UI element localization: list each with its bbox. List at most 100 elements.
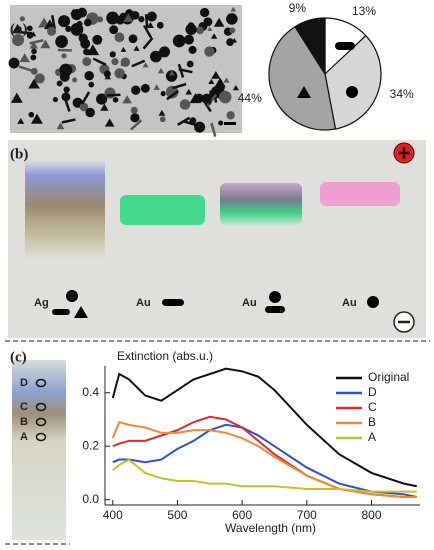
- particle: [34, 73, 45, 84]
- particle: [63, 86, 70, 93]
- particle: [131, 59, 146, 68]
- particle: [208, 90, 212, 105]
- pie-slice: [294, 17, 326, 77]
- particle: [44, 19, 56, 30]
- particle: [56, 80, 63, 87]
- particle: [97, 16, 104, 23]
- particle: [111, 58, 119, 66]
- particle: [219, 85, 225, 91]
- particle: [83, 18, 92, 27]
- triangle-icon: [297, 86, 311, 98]
- particle: [123, 13, 134, 22]
- particle: [120, 46, 127, 52]
- particle: [86, 44, 100, 56]
- line-chart: 0.0 0.2 0.4 400 500 600 700 800 Extinction (abs.…: [82, 349, 420, 535]
- particle: [204, 46, 215, 57]
- particle: [26, 32, 34, 39]
- legend-label: B: [368, 415, 376, 429]
- particle: [156, 21, 164, 29]
- particle: [130, 119, 143, 131]
- particle: [10, 92, 23, 103]
- particle: [182, 119, 197, 127]
- particle: [194, 121, 206, 133]
- particle: [189, 93, 202, 104]
- particle: [80, 38, 91, 49]
- particle: [76, 20, 83, 27]
- particle: [65, 25, 72, 33]
- particle: [140, 83, 150, 93]
- y-tick-label: 0.0: [82, 492, 99, 506]
- particle: [185, 88, 193, 95]
- particle: [28, 78, 40, 89]
- particle: [30, 54, 37, 61]
- strip-marker: [35, 378, 47, 388]
- particle: [133, 45, 140, 51]
- particle: [210, 122, 217, 137]
- legend-label: Original: [368, 370, 409, 384]
- particle: [71, 9, 83, 21]
- panel-label: (b): [10, 146, 28, 162]
- particle: [130, 106, 138, 114]
- series-line: [111, 367, 417, 488]
- particle: [226, 38, 235, 47]
- particle: [201, 99, 212, 113]
- particle: [30, 113, 43, 124]
- particle: [188, 45, 197, 54]
- x-tick-label: 800: [361, 508, 381, 522]
- particle: [165, 85, 179, 99]
- particle: [158, 109, 166, 116]
- particle: [159, 46, 170, 58]
- particle: [28, 111, 35, 118]
- particle: [11, 23, 24, 34]
- particle: [72, 77, 78, 83]
- x-axis-label: Wavelength (nm): [225, 521, 316, 535]
- particle: [109, 51, 116, 58]
- particle: [106, 93, 121, 97]
- strip-marker: [35, 432, 47, 442]
- lane-label: Au: [242, 297, 257, 309]
- pie-label: 13%: [352, 4, 376, 18]
- particle: [96, 93, 108, 105]
- strip-label: D: [20, 377, 28, 389]
- rod-icon: [335, 42, 355, 50]
- particle: [178, 68, 193, 74]
- particle: [130, 113, 140, 123]
- particle: [114, 68, 125, 79]
- sphere-icon: [66, 290, 78, 302]
- pie: 13% 34% 44% 9%: [238, 1, 414, 131]
- particle: [208, 78, 215, 85]
- particle: [104, 118, 115, 127]
- particle: [230, 6, 237, 12]
- particle: [210, 33, 218, 39]
- particle: [168, 70, 175, 76]
- particle: [29, 41, 39, 49]
- particle: [203, 17, 213, 27]
- particle: [47, 26, 57, 36]
- legend-label: C: [368, 400, 377, 414]
- x-tick-label: 700: [297, 508, 317, 522]
- particle: [19, 53, 30, 63]
- particle: [226, 13, 238, 25]
- lane-label: Ag: [34, 297, 49, 309]
- particle: [213, 17, 225, 27]
- particle: [40, 39, 51, 49]
- particle: [138, 16, 145, 23]
- particle: [150, 50, 162, 63]
- particle: [120, 57, 131, 67]
- panel-label: (a): [10, 21, 28, 37]
- particle: [61, 53, 67, 59]
- particle: [17, 117, 25, 124]
- particle: [112, 97, 119, 103]
- particle: [223, 77, 230, 83]
- particle: [128, 34, 138, 44]
- rod-icon: [265, 306, 285, 313]
- particle: [166, 89, 179, 101]
- lane-label: Au: [342, 297, 357, 309]
- rod-icon: [162, 299, 184, 306]
- particle: [82, 57, 92, 67]
- particle: [8, 57, 20, 69]
- particle: [106, 11, 120, 25]
- particle: [211, 70, 221, 79]
